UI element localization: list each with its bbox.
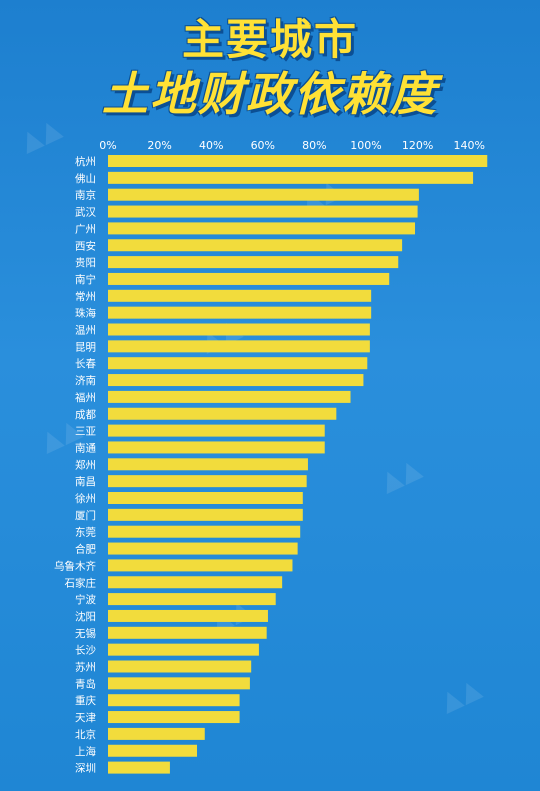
bar [108, 407, 337, 420]
bar [108, 323, 370, 336]
bar [108, 525, 301, 538]
category-label: 广州 [75, 223, 96, 235]
category-label: 无锡 [75, 627, 96, 640]
category-label: 厦门 [75, 509, 96, 522]
category-label: 贵阳 [75, 256, 96, 269]
category-label: 济南 [75, 374, 96, 387]
x-tick-label: 60% [251, 139, 275, 152]
category-label: 佛山 [75, 172, 96, 185]
category-label: 郑州 [75, 458, 96, 471]
bar [108, 374, 364, 387]
bar [108, 188, 419, 201]
bar [108, 256, 399, 269]
x-tick-label: 100% [350, 139, 381, 152]
x-tick-label: 0% [99, 139, 116, 152]
bar [108, 677, 250, 690]
x-tick-label: 20% [147, 139, 171, 152]
category-label: 乌鲁木齐 [54, 559, 96, 572]
category-label: 苏州 [75, 661, 96, 674]
chart-title-line-1: 主要城市 [181, 15, 358, 64]
bar [108, 272, 390, 285]
bar [108, 559, 293, 572]
category-label: 石家庄 [65, 576, 97, 589]
category-label: 青岛 [75, 677, 96, 690]
category-label: 宁波 [75, 593, 96, 606]
bar [108, 727, 205, 740]
x-tick-label: 80% [302, 139, 326, 152]
bar [108, 711, 240, 724]
category-label: 徐州 [75, 492, 96, 505]
bar [108, 390, 351, 403]
bar [108, 660, 252, 673]
category-label: 昆明 [75, 341, 96, 353]
bar [108, 205, 418, 218]
category-label: 东莞 [75, 526, 96, 539]
category-label: 珠海 [75, 307, 96, 320]
x-tick-label: 140% [453, 139, 484, 152]
category-label: 南通 [75, 441, 96, 454]
bar [108, 289, 372, 302]
bar [108, 626, 267, 639]
category-label: 天津 [75, 712, 96, 724]
bar [108, 492, 303, 504]
category-label: 长沙 [75, 645, 96, 657]
category-label: 上海 [75, 745, 96, 758]
bar [108, 306, 372, 319]
bar [108, 761, 170, 774]
category-label: 温州 [75, 325, 96, 337]
category-label: 南宁 [75, 273, 96, 286]
chart-title-line-2: 土地财政依赖度 [102, 67, 438, 121]
bar [108, 441, 325, 454]
bar [108, 155, 488, 167]
category-label: 南昌 [75, 475, 96, 488]
x-tick-label: 120% [402, 139, 433, 152]
bar [108, 744, 198, 757]
category-label: 重庆 [75, 694, 96, 707]
category-label: 合肥 [75, 543, 96, 556]
bar [108, 576, 283, 589]
category-label: 南京 [75, 189, 96, 202]
x-tick-label: 40% [199, 139, 223, 152]
category-label: 杭州 [75, 155, 96, 168]
category-label: 长春 [75, 358, 96, 370]
category-label: 三亚 [75, 426, 96, 438]
bar [108, 222, 416, 235]
bar [108, 458, 308, 471]
bar [108, 357, 368, 370]
bar [108, 542, 298, 555]
category-label: 沈阳 [75, 610, 96, 623]
bar [108, 609, 268, 622]
category-label: 深圳 [75, 763, 96, 775]
bar [108, 424, 325, 437]
bar [108, 475, 307, 488]
bar [108, 171, 474, 184]
bar [108, 239, 403, 252]
category-label: 成都 [75, 409, 96, 421]
bar [108, 694, 240, 707]
category-label: 武汉 [75, 206, 96, 219]
category-label: 福州 [75, 391, 96, 404]
category-label: 西安 [75, 239, 96, 252]
bar [108, 340, 370, 353]
bar [108, 593, 276, 606]
bar [108, 508, 303, 521]
category-label: 常州 [75, 290, 96, 303]
bar [108, 643, 259, 656]
category-label: 北京 [75, 728, 96, 741]
